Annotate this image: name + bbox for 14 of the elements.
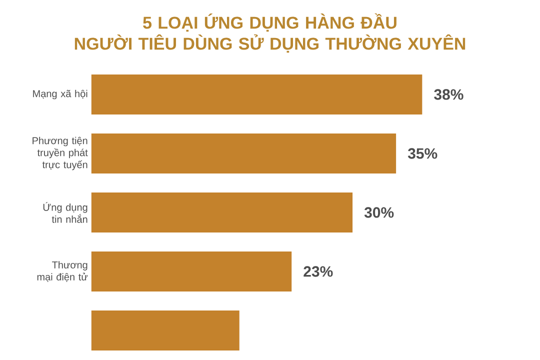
bar xyxy=(91,310,240,351)
bar xyxy=(91,252,292,292)
data-label: 38% xyxy=(434,89,464,100)
y-tick-label: Ứng dụng tin nhắn xyxy=(43,202,88,223)
data-label: 35% xyxy=(408,148,438,159)
y-tick-label: Phương tiện truyền phát trực tuyến xyxy=(32,136,88,170)
data-label: 23% xyxy=(304,266,333,277)
y-tick-label: Mạng xã hội xyxy=(33,90,88,100)
bar xyxy=(91,134,396,174)
data-label: 30% xyxy=(364,207,394,218)
bar xyxy=(91,192,353,233)
y-tick-label: Thương mại điện tử xyxy=(37,261,88,282)
chart-title: 5 LOẠI ỨNG DỤNG HÀNG ĐẦU NGƯỜI TIÊU DÙNG SỬ DỤNG THƯỜNG XUYÊN xyxy=(74,13,466,53)
bar xyxy=(91,74,422,115)
